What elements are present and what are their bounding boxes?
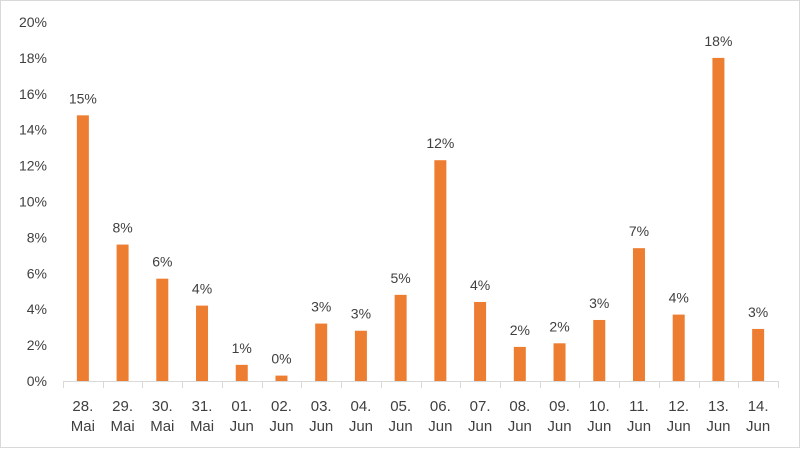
x-tick-label-day: 06. [430,398,451,415]
x-tick-label-month: Jun [627,418,651,435]
x-tick-label-day: 03. [311,398,332,415]
x-tick-label-month: Jun [468,418,492,435]
x-tick-label-month: Jun [746,418,770,435]
bar [315,323,328,381]
data-label: 6% [152,254,172,270]
bar [156,278,169,381]
data-label: 4% [669,290,689,306]
x-tick-label-month: Jun [587,418,611,435]
x-tick-label-day: 29. [112,398,133,415]
x-tick-label-month: Mai [110,418,134,435]
bar [235,364,248,381]
x-tick-label-month: Jun [667,418,691,435]
x-tick-label-day: 31. [192,398,213,415]
data-label: 3% [748,304,768,320]
y-tick-label: 2% [27,337,47,353]
data-label: 2% [549,318,569,334]
x-tick-label-day: 07. [470,398,491,415]
bar [553,343,566,381]
x-tick-label-day: 02. [271,398,292,415]
x-tick-label-day: 05. [390,398,411,415]
x-tick-label-month: Mai [71,418,95,435]
bar [672,314,685,381]
x-tick-label-month: Jun [309,418,333,435]
y-tick-label: 4% [27,301,47,317]
x-tick-label-day: 10. [589,398,610,415]
data-label: 15% [69,90,97,106]
y-tick-label: 0% [27,373,47,389]
x-tick-label-day: 01. [231,398,252,415]
y-tick-label: 18% [19,50,47,66]
data-label: 1% [232,340,252,356]
bar [76,115,89,381]
x-tick-label-month: Jun [547,418,571,435]
x-tick-label-day: 28. [72,398,93,415]
x-tick-label-day: 09. [549,398,570,415]
bar [354,330,367,381]
y-tick-label: 8% [27,229,47,245]
data-label: 4% [192,281,212,297]
y-tick-label: 12% [19,158,47,174]
bar [196,305,209,381]
y-tick-label: 14% [19,122,47,138]
x-tick-label-month: Mai [150,418,174,435]
data-label: 18% [704,33,732,49]
x-tick-label-day: 04. [350,398,371,415]
bar [752,328,765,381]
x-tick-label-day: 11. [629,398,649,415]
x-tick-label-day: 14. [748,398,769,415]
bar [116,244,129,381]
data-label: 7% [629,223,649,239]
data-label: 3% [351,306,371,322]
y-tick-label: 10% [19,194,47,210]
x-tick-label-month: Jun [230,418,254,435]
bar [394,294,407,381]
data-label: 12% [426,135,454,151]
bar [434,160,447,381]
y-tick-label: 16% [19,86,47,102]
x-tick-label-month: Jun [269,418,293,435]
bar [275,375,288,381]
bar [712,57,725,382]
x-tick-label-day: 12. [668,398,689,415]
bar [632,248,645,381]
x-tick-label-month: Jun [389,418,413,435]
data-label: 0% [271,351,291,367]
data-label: 3% [311,299,331,315]
y-tick-label: 20% [19,14,47,30]
x-tick-label-day: 08. [509,398,530,415]
x-tick-label-day: 30. [152,398,173,415]
data-label: 4% [470,277,490,293]
data-label: 8% [112,220,132,236]
data-label: 3% [589,295,609,311]
x-tick-label-month: Jun [349,418,373,435]
bar [474,302,487,381]
data-label: 5% [391,270,411,286]
x-tick-label-day: 13. [708,398,729,415]
x-tick-label-month: Jun [706,418,730,435]
x-tick-label-month: Jun [428,418,452,435]
x-tick-label-month: Jun [508,418,532,435]
bar [513,346,526,381]
data-label: 2% [510,322,530,338]
y-tick-label: 6% [27,265,47,281]
bar [593,319,606,381]
x-tick-label-month: Mai [190,418,214,435]
